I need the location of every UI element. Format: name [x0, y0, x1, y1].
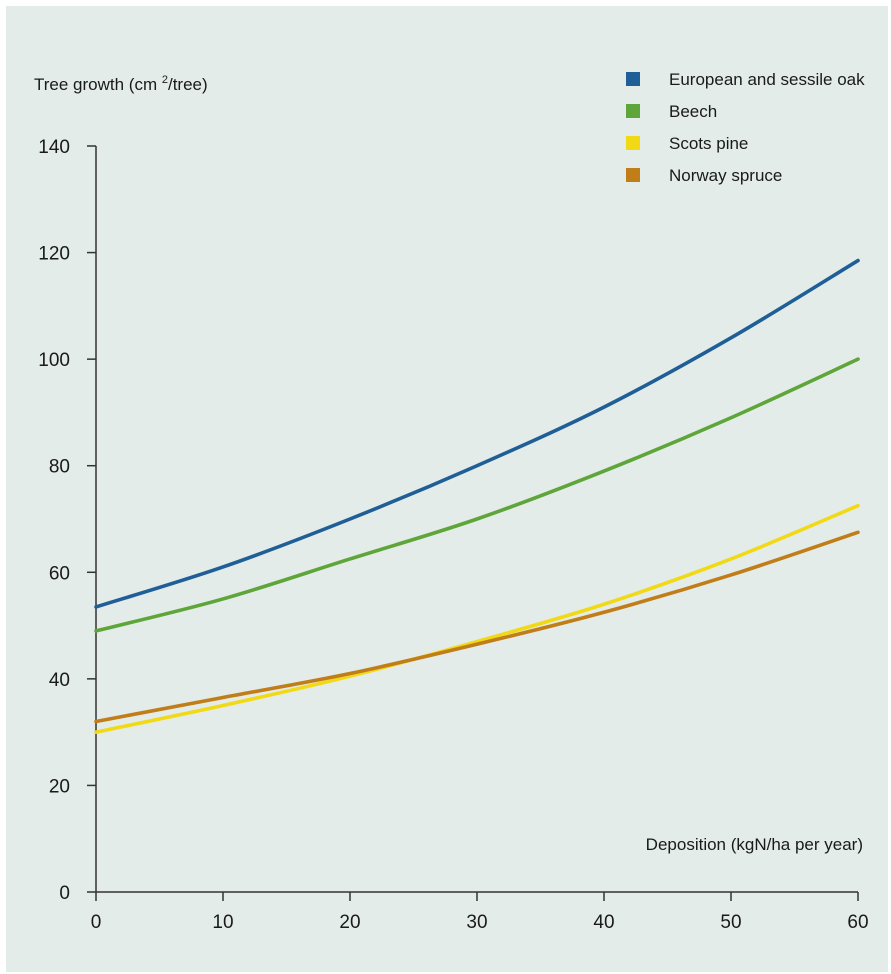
legend-label-norway-spruce: Norway spruce	[669, 166, 782, 185]
legend: European and sessile oak Beech Scots pine N…	[626, 70, 865, 185]
x-tick-label: 60	[847, 912, 868, 933]
chart-panel	[6, 6, 888, 972]
legend-swatch-norway-spruce	[626, 168, 640, 182]
legend-swatch-scots-pine	[626, 136, 640, 150]
series-line-european-and-sessile-oak	[94, 258, 860, 609]
x-axis-title: Deposition (kgN/ha per year)	[646, 835, 863, 854]
y-tick-label: 140	[38, 137, 70, 158]
y-axis-title-superscript: 2	[162, 74, 168, 86]
x-tick-label: 50	[720, 912, 741, 933]
x-tick-label: 10	[212, 912, 233, 933]
y-tick-label: 0	[59, 883, 70, 904]
series-line-norway-spruce	[94, 530, 860, 724]
y-axis-title-text: Tree growth (cm	[34, 75, 157, 94]
legend-label-beech: Beech	[669, 102, 717, 121]
y-tick-label: 120	[38, 244, 70, 265]
x-tick-label: 20	[339, 912, 360, 933]
x-tick-label: 30	[466, 912, 487, 933]
y-axis-title-unit: /tree)	[168, 75, 208, 94]
y-tick-label: 60	[49, 563, 70, 584]
legend-swatch-beech	[626, 104, 640, 118]
y-tick-label: 100	[38, 350, 70, 371]
x-tick-label: 40	[593, 912, 614, 933]
y-tick-label: 20	[49, 776, 70, 797]
series-line-beech	[94, 357, 860, 633]
series-line-scots-pine	[94, 503, 860, 734]
y-tick-label: 40	[49, 670, 70, 691]
legend-label-scots-pine: Scots pine	[669, 134, 748, 153]
y-tick-label: 80	[49, 457, 70, 478]
x-tick-label: 0	[91, 912, 102, 933]
legend-swatch-european-and-sessile-oak	[626, 72, 640, 86]
y-axis-title: Tree growth (cm 2/tree)	[34, 74, 208, 94]
legend-label-european-and-sessile-oak: European and sessile oak	[669, 70, 865, 89]
axes: 0 20 40 60 80 100 120 140 0 10 20 30 40 50 60	[38, 137, 868, 933]
series-lines	[94, 258, 860, 734]
